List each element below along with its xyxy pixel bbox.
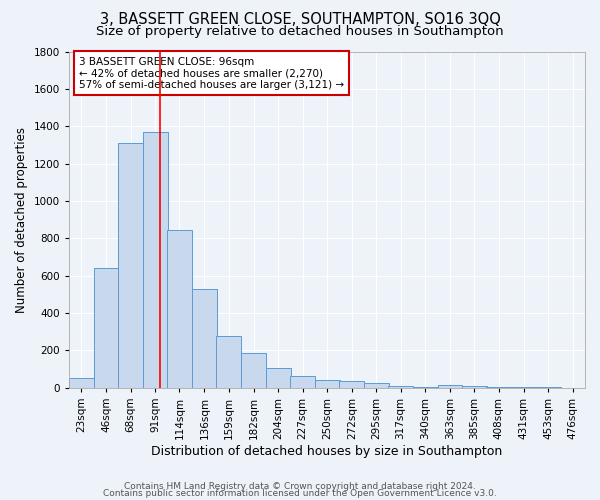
Bar xyxy=(143,132,167,388)
Bar xyxy=(364,383,389,388)
Bar xyxy=(340,382,364,388)
Bar xyxy=(413,387,437,388)
X-axis label: Distribution of detached houses by size in Southampton: Distribution of detached houses by size … xyxy=(151,444,503,458)
Bar xyxy=(167,230,192,388)
Bar xyxy=(241,353,266,388)
Bar xyxy=(69,378,94,388)
Bar xyxy=(118,143,143,388)
Text: 3, BASSETT GREEN CLOSE, SOUTHAMPTON, SO16 3QQ: 3, BASSETT GREEN CLOSE, SOUTHAMPTON, SO1… xyxy=(100,12,500,28)
Bar xyxy=(437,385,463,388)
Text: Contains public sector information licensed under the Open Government Licence v3: Contains public sector information licen… xyxy=(103,488,497,498)
Text: Contains HM Land Registry data © Crown copyright and database right 2024.: Contains HM Land Registry data © Crown c… xyxy=(124,482,476,491)
Bar xyxy=(192,289,217,388)
Bar xyxy=(94,268,119,388)
Bar xyxy=(290,376,315,388)
Bar xyxy=(462,386,487,388)
Bar xyxy=(315,380,340,388)
Bar xyxy=(388,386,413,388)
Y-axis label: Number of detached properties: Number of detached properties xyxy=(15,126,28,312)
Text: Size of property relative to detached houses in Southampton: Size of property relative to detached ho… xyxy=(96,25,504,38)
Text: 3 BASSETT GREEN CLOSE: 96sqm
← 42% of detached houses are smaller (2,270)
57% of: 3 BASSETT GREEN CLOSE: 96sqm ← 42% of de… xyxy=(79,56,344,90)
Bar xyxy=(266,368,290,388)
Bar xyxy=(217,336,241,388)
